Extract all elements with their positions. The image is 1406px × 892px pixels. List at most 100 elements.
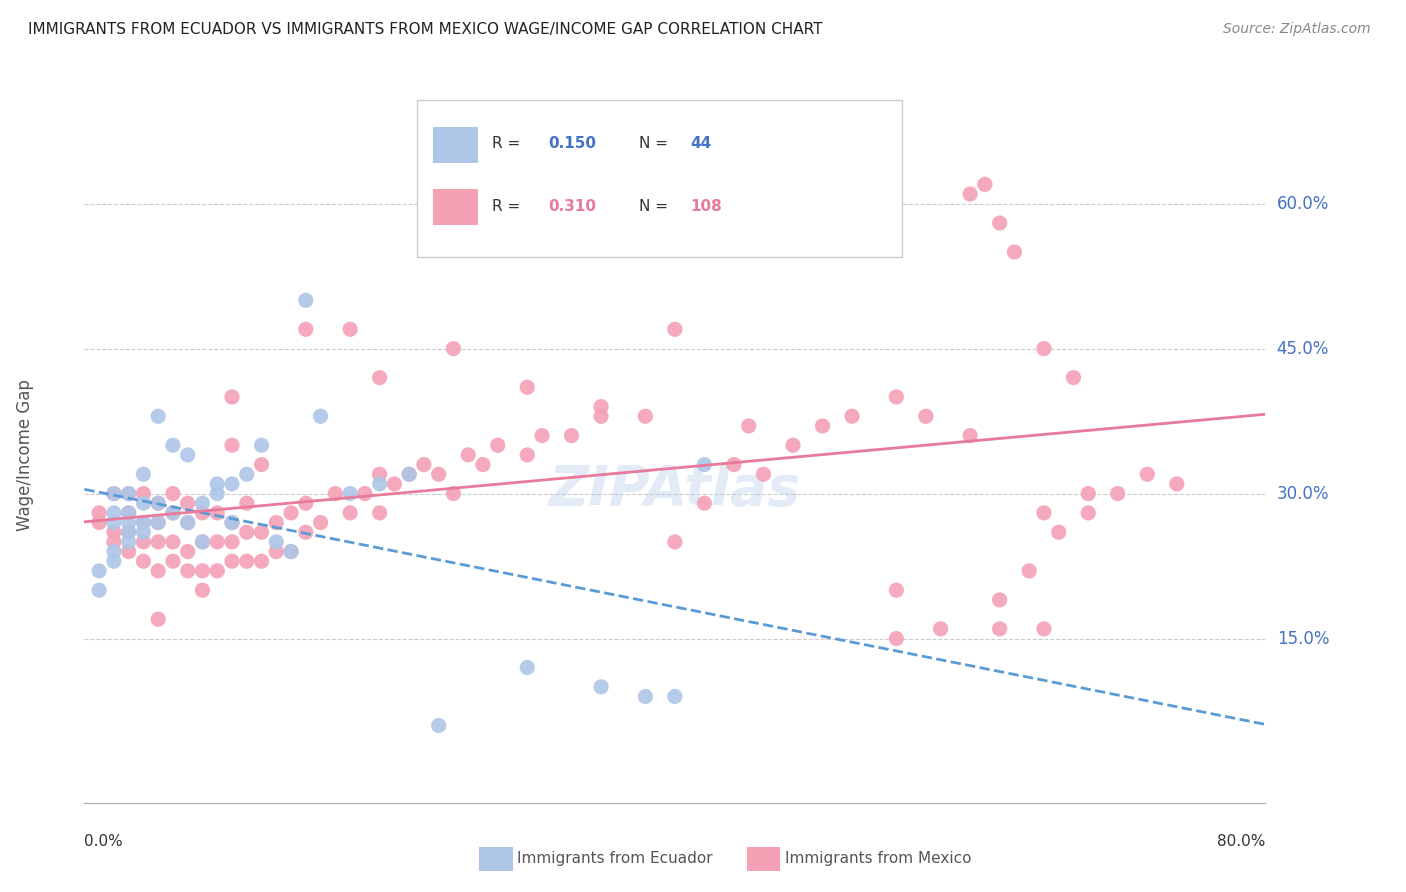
Point [148, 496, 170, 510]
Point [1166, 476, 1188, 491]
Point [295, 525, 318, 540]
Point [87, 564, 111, 578]
Point [221, 476, 243, 491]
Point [723, 458, 745, 472]
Point [118, 506, 141, 520]
Text: Wage/Income Gap: Wage/Income Gap [17, 379, 34, 531]
Text: 15.0%: 15.0% [1277, 630, 1329, 648]
Point [1077, 486, 1099, 500]
Point [162, 506, 184, 520]
Point [235, 554, 259, 568]
Point [530, 428, 553, 442]
Point [191, 506, 214, 520]
Point [634, 409, 657, 424]
Point [205, 506, 228, 520]
Point [441, 342, 464, 356]
Point [132, 554, 155, 568]
Point [132, 534, 155, 549]
Point [782, 438, 804, 452]
Point [339, 322, 361, 336]
Point [427, 467, 450, 482]
Point [811, 235, 834, 250]
Point [354, 486, 377, 500]
Point [752, 467, 775, 482]
Point [323, 486, 347, 500]
Point [103, 534, 125, 549]
Point [368, 467, 391, 482]
Point [427, 718, 450, 732]
Point [516, 660, 538, 674]
Point [738, 419, 761, 434]
Point [634, 690, 657, 704]
Point [103, 554, 125, 568]
Point [118, 486, 141, 500]
Point [398, 467, 420, 482]
Point [132, 516, 155, 530]
Point [295, 293, 318, 308]
Point [87, 506, 111, 520]
Point [162, 506, 184, 520]
Point [221, 534, 243, 549]
Text: 45.0%: 45.0% [1277, 340, 1329, 358]
Point [486, 438, 509, 452]
Point [191, 534, 214, 549]
Point [205, 564, 228, 578]
Point [988, 216, 1011, 230]
Bar [433, 127, 478, 162]
Point [560, 428, 583, 442]
Point [103, 486, 125, 500]
Point [413, 458, 436, 472]
Point [472, 458, 495, 472]
Text: 0.0%: 0.0% [84, 834, 124, 849]
Point [148, 612, 170, 626]
Point [191, 564, 214, 578]
Text: 44: 44 [690, 136, 711, 152]
Point [205, 476, 228, 491]
Point [177, 544, 200, 558]
Point [103, 486, 125, 500]
Point [382, 476, 406, 491]
Point [221, 516, 243, 530]
Point [235, 467, 259, 482]
Text: N =: N = [640, 136, 668, 152]
Point [177, 448, 200, 462]
Point [886, 390, 908, 404]
Point [132, 467, 155, 482]
Point [132, 525, 155, 540]
Text: R =: R = [492, 199, 520, 214]
Point [664, 690, 686, 704]
Point [221, 438, 243, 452]
Point [959, 187, 981, 202]
Point [132, 516, 155, 530]
Point [118, 486, 141, 500]
Point [398, 467, 420, 482]
Point [959, 428, 981, 442]
Point [250, 554, 273, 568]
Point [441, 486, 464, 500]
Point [221, 390, 243, 404]
FancyBboxPatch shape [418, 100, 901, 257]
Text: N =: N = [640, 199, 668, 214]
Point [1077, 506, 1099, 520]
Text: Immigrants from Mexico: Immigrants from Mexico [785, 851, 972, 865]
Point [886, 583, 908, 598]
Point [162, 486, 184, 500]
Point [339, 486, 361, 500]
Point [886, 632, 908, 646]
Point [280, 544, 302, 558]
Point [148, 516, 170, 530]
Point [591, 400, 613, 414]
Point [250, 438, 273, 452]
Point [264, 516, 288, 530]
Point [148, 534, 170, 549]
Point [87, 516, 111, 530]
Point [664, 534, 686, 549]
Point [118, 516, 141, 530]
Point [591, 409, 613, 424]
Point [309, 516, 332, 530]
Point [148, 516, 170, 530]
Point [177, 516, 200, 530]
Point [162, 554, 184, 568]
Point [162, 438, 184, 452]
Point [295, 496, 318, 510]
